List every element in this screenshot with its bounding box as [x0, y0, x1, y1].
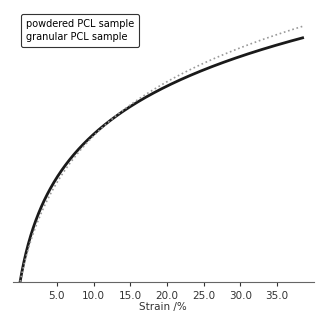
granular PCL sample	[301, 24, 305, 28]
powdered PCL sample	[198, 69, 202, 73]
granular PCL sample	[261, 37, 265, 41]
granular PCL sample	[18, 280, 22, 284]
powdered PCL sample	[232, 57, 236, 60]
X-axis label: Strain /%: Strain /%	[139, 302, 187, 312]
granular PCL sample	[232, 48, 236, 52]
Legend: powdered PCL sample, granular PCL sample: powdered PCL sample, granular PCL sample	[21, 14, 139, 47]
powdered PCL sample	[18, 280, 22, 284]
powdered PCL sample	[190, 73, 194, 77]
granular PCL sample	[182, 71, 186, 75]
powdered PCL sample	[261, 47, 265, 51]
Line: powdered PCL sample: powdered PCL sample	[20, 38, 303, 282]
powdered PCL sample	[301, 36, 305, 40]
granular PCL sample	[198, 63, 202, 67]
powdered PCL sample	[36, 214, 39, 218]
powdered PCL sample	[182, 76, 186, 80]
granular PCL sample	[190, 67, 194, 71]
granular PCL sample	[36, 220, 39, 224]
Line: granular PCL sample: granular PCL sample	[20, 26, 303, 282]
